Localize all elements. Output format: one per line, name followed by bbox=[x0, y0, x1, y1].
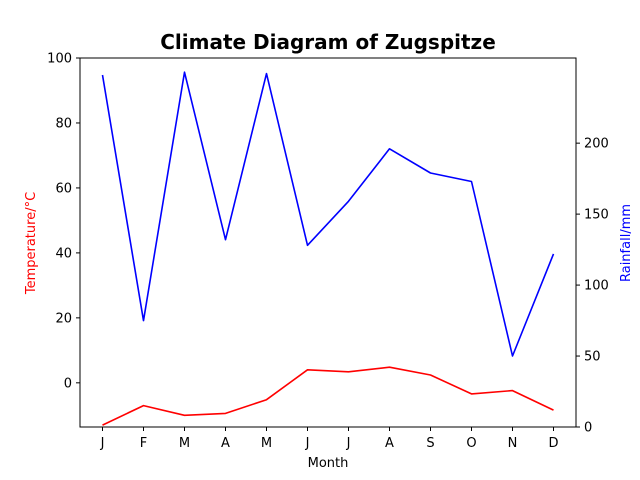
x-axis-label: Month bbox=[308, 456, 349, 471]
left-tick-label: 80 bbox=[55, 116, 72, 131]
right-tick-label: 100 bbox=[584, 279, 609, 294]
chart-title: Climate Diagram of Zugspitze bbox=[160, 30, 496, 54]
rainfall-line bbox=[101, 71, 555, 357]
right-tick-label: 0 bbox=[584, 421, 592, 436]
left-tick-label: 20 bbox=[55, 311, 72, 326]
left-axis-ticks: 0 20 40 60 80 100 bbox=[47, 52, 80, 391]
x-tick-label: S bbox=[426, 436, 434, 451]
x-tick-label: J bbox=[346, 436, 351, 451]
plot-frame bbox=[79, 57, 577, 428]
x-tick-label: N bbox=[508, 436, 518, 451]
right-tick-label: 200 bbox=[584, 137, 609, 152]
right-tick-label: 150 bbox=[584, 208, 609, 223]
y-axis-label-right: Rainfall/mm bbox=[619, 204, 634, 282]
left-tick-label: 0 bbox=[64, 376, 72, 391]
right-tick-label: 50 bbox=[584, 350, 601, 365]
left-tick-label: 60 bbox=[55, 181, 72, 196]
right-axis-ticks: 0 50 100 150 200 bbox=[576, 137, 609, 436]
x-tick-label: F bbox=[140, 436, 147, 451]
y-axis-label-left: Temperature/°C bbox=[24, 192, 39, 295]
plot-area bbox=[79, 57, 577, 428]
x-tick-label: J bbox=[100, 436, 105, 451]
x-tick-label: A bbox=[221, 436, 230, 451]
x-tick-label: M bbox=[179, 436, 190, 451]
x-tick-label: M bbox=[261, 436, 272, 451]
x-tick-label: D bbox=[548, 436, 558, 451]
series-group bbox=[101, 71, 555, 426]
x-tick-label: O bbox=[466, 436, 476, 451]
left-tick-label: 100 bbox=[47, 52, 72, 67]
x-tick-label: A bbox=[385, 436, 394, 451]
x-tick-label: J bbox=[305, 436, 310, 451]
temperature-line bbox=[102, 366, 554, 426]
left-tick-label: 40 bbox=[55, 246, 72, 261]
